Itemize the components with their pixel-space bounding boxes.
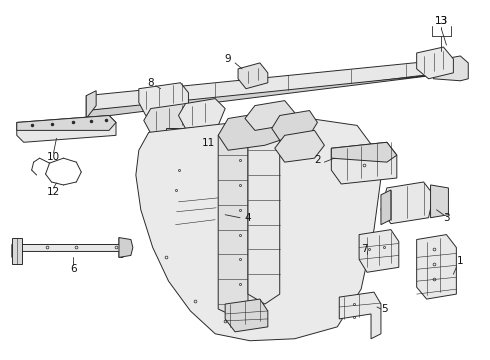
Polygon shape — [119, 238, 133, 257]
Text: 8: 8 — [147, 78, 154, 88]
Polygon shape — [86, 66, 460, 118]
Polygon shape — [331, 142, 397, 162]
Polygon shape — [431, 185, 448, 218]
Polygon shape — [12, 238, 123, 257]
Polygon shape — [381, 190, 391, 225]
Polygon shape — [166, 129, 185, 145]
Polygon shape — [12, 238, 22, 264]
Polygon shape — [218, 130, 248, 317]
Polygon shape — [17, 116, 116, 130]
Polygon shape — [238, 63, 268, 89]
Text: 9: 9 — [225, 54, 231, 64]
Text: 7: 7 — [361, 244, 368, 255]
Polygon shape — [359, 230, 399, 272]
Text: 1: 1 — [457, 256, 464, 266]
Polygon shape — [381, 182, 434, 224]
Polygon shape — [136, 118, 381, 341]
Text: 12: 12 — [47, 187, 60, 197]
Polygon shape — [17, 116, 116, 142]
Polygon shape — [331, 142, 397, 184]
Polygon shape — [245, 100, 294, 130]
Text: 13: 13 — [435, 16, 448, 26]
Text: 5: 5 — [382, 304, 388, 314]
Polygon shape — [248, 125, 280, 304]
Polygon shape — [144, 104, 193, 133]
Polygon shape — [86, 91, 96, 118]
Polygon shape — [416, 47, 453, 79]
Polygon shape — [139, 83, 189, 116]
Text: 6: 6 — [70, 264, 76, 274]
Polygon shape — [434, 56, 468, 81]
Polygon shape — [178, 99, 225, 129]
Polygon shape — [272, 111, 318, 140]
Polygon shape — [86, 59, 460, 111]
Text: 2: 2 — [314, 155, 321, 165]
Text: 10: 10 — [47, 152, 60, 162]
Text: 3: 3 — [443, 213, 450, 223]
Text: 4: 4 — [245, 213, 251, 223]
Polygon shape — [275, 130, 324, 162]
Polygon shape — [339, 292, 381, 339]
Text: 13: 13 — [435, 16, 448, 26]
Text: 11: 11 — [202, 138, 215, 148]
Polygon shape — [416, 235, 456, 299]
Polygon shape — [218, 113, 280, 150]
Polygon shape — [225, 299, 268, 332]
